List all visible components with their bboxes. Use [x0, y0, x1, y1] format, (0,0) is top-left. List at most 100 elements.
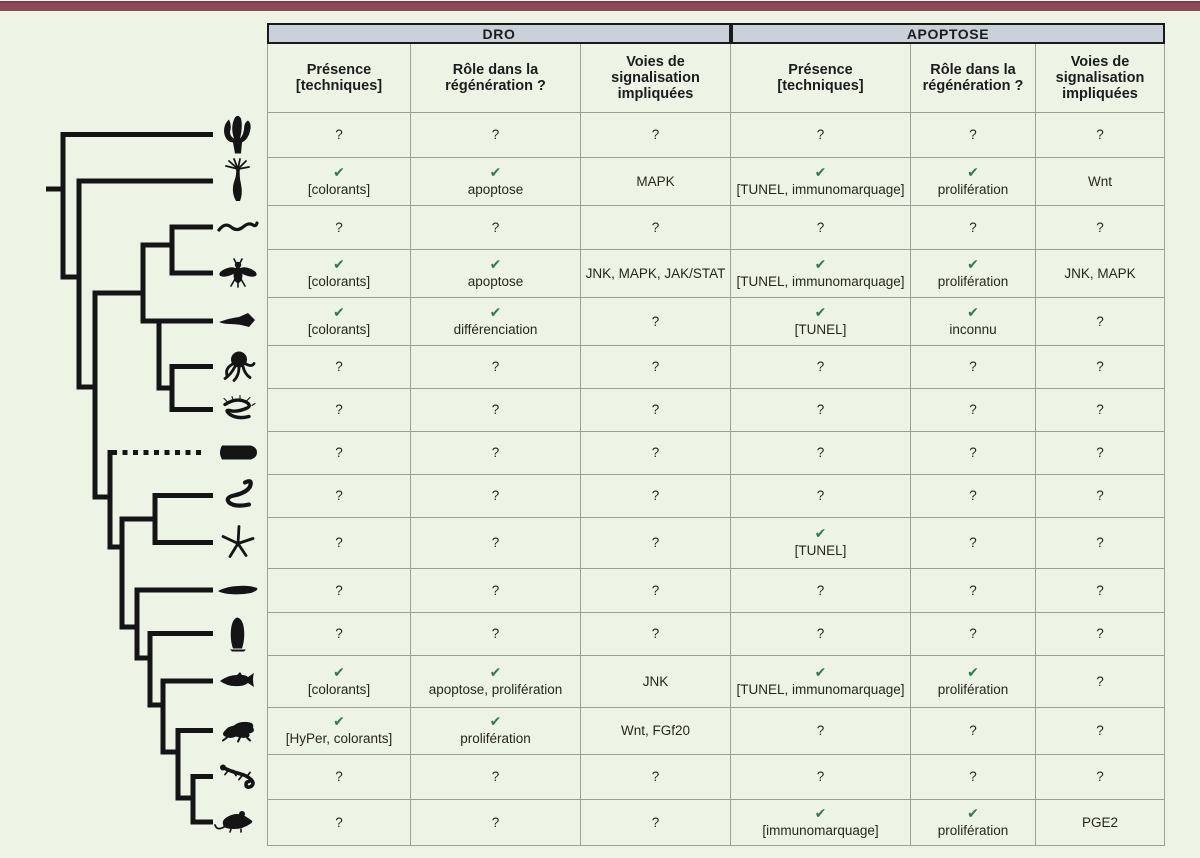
table-cell: ?: [581, 755, 731, 799]
table-body: ?????? ✔ [colorants] ✔ apoptose MAPK ✔ [TUNEL, …: [267, 112, 1165, 846]
cell-text: ?: [1096, 127, 1104, 143]
table-cell: ?: [911, 346, 1036, 388]
cell-text: ?: [969, 769, 977, 785]
table-cell: ?: [581, 613, 731, 655]
table-cell: ✔ apoptose, prolifération: [411, 656, 581, 707]
table-cell: ?: [1036, 389, 1165, 431]
cell-text: ?: [335, 626, 343, 642]
cell-text: ?: [1096, 402, 1104, 418]
cell-text: ?: [969, 127, 977, 143]
frog-icon: [222, 721, 254, 743]
acoel-icon: [220, 445, 257, 460]
annelid-icon: [223, 394, 256, 420]
table-cell: ?: [731, 708, 911, 754]
table-row: ✔ [colorants] ✔ apoptose MAPK ✔ [TUNEL, immuno…: [267, 157, 1165, 205]
cell-text: ?: [651, 769, 660, 785]
cell-text: apoptose: [467, 273, 524, 289]
cell-text: [TUNEL, immunomarquage]: [736, 181, 905, 197]
lancelet-icon: [218, 585, 258, 595]
table-cell: ✔ [HyPer, colorants]: [267, 708, 411, 754]
table-cell: ?: [581, 206, 731, 249]
table-row: ??????: [267, 388, 1165, 431]
table-cell: ?: [911, 708, 1036, 754]
table-cell: JNK: [581, 656, 731, 707]
check-icon: ✔: [814, 664, 827, 681]
table-cell: ?: [267, 755, 411, 799]
table-cell: ?: [1036, 113, 1165, 157]
sponge-icon: [224, 115, 251, 154]
table-cell: ?: [581, 800, 731, 845]
cell-text: ?: [491, 402, 500, 418]
cell-text: [colorants]: [307, 681, 371, 697]
check-icon: ✔: [814, 256, 827, 273]
table-cell: ✔ [colorants]: [267, 656, 411, 707]
table-cell: ?: [411, 113, 581, 157]
table-row: ✔ [colorants] ✔ apoptose, prolifération JNK ✔…: [267, 655, 1165, 707]
table-cell: ?: [267, 613, 411, 655]
cell-text: ?: [816, 488, 825, 504]
phylogenetic-tree: [46, 115, 259, 833]
cell-text: ?: [969, 219, 977, 235]
starfish-icon: [221, 525, 255, 558]
table-cell: ?: [581, 569, 731, 612]
cell-text: [TUNEL, immunomarquage]: [736, 273, 905, 289]
check-icon: ✔: [814, 805, 827, 822]
table-cell: ?: [911, 389, 1036, 431]
table-cell: ?: [731, 755, 911, 799]
cell-text: ?: [335, 769, 343, 785]
cell-text: ?: [651, 445, 660, 461]
table-cell: ?: [267, 432, 411, 474]
cell-text: ?: [651, 814, 660, 830]
table-cell: ✔ inconnu: [911, 298, 1036, 345]
species-silhouettes: [214, 115, 259, 833]
table-cell: ?: [411, 389, 581, 431]
figure-canvas: DRO APOPTOSE Présence [techniques] Rôle …: [0, 12, 1200, 858]
sub-header-voies-dro: Voies de signalisation impliquées: [581, 44, 731, 112]
sub-header-role-dro: Rôle dans la régénération ?: [411, 44, 581, 112]
table-cell: ?: [1036, 569, 1165, 612]
cell-text: apoptose: [467, 181, 524, 197]
table-cell: ✔ apoptose: [411, 250, 581, 297]
table-cell: ?: [267, 113, 411, 157]
table-cell: ?: [581, 298, 731, 345]
cell-text: ?: [491, 814, 500, 830]
table-cell: ?: [731, 432, 911, 474]
cell-text: prolifération: [460, 731, 531, 747]
cell-text: ?: [335, 445, 343, 461]
table-cell: ?: [731, 613, 911, 655]
cell-text: ?: [651, 402, 660, 418]
hydra-icon: [225, 158, 250, 201]
cell-text: ?: [651, 535, 660, 551]
table-cell: ?: [581, 113, 731, 157]
table-cell: ✔ [colorants]: [267, 298, 411, 345]
table-cell: ?: [911, 613, 1036, 655]
planarian-icon: [219, 313, 255, 327]
sub-header-role-apoptose: Rôle dans la régénération ?: [911, 44, 1036, 112]
check-icon: ✔: [333, 256, 345, 273]
cell-text: ?: [816, 723, 825, 739]
cell-text: prolifération: [937, 822, 1009, 838]
table-row: ??????: [267, 205, 1165, 249]
cell-text: ?: [491, 769, 500, 785]
cell-text: Wnt, FGf20: [620, 723, 691, 739]
cell-text: ?: [1096, 488, 1104, 504]
table-cell: ?: [267, 206, 411, 249]
cell-text: ?: [335, 535, 343, 551]
cell-text: ?: [816, 127, 825, 143]
table-cell: ?: [267, 346, 411, 388]
sub-header-voies-apoptose: Voies de signalisation impliquées: [1036, 44, 1165, 112]
cell-text: ?: [491, 488, 500, 504]
cell-text: ?: [1096, 535, 1104, 551]
check-icon: ✔: [967, 805, 979, 822]
table-cell: ?: [1036, 755, 1165, 799]
fly-icon: [219, 258, 257, 288]
table-cell: ?: [411, 346, 581, 388]
table-cell: ?: [581, 432, 731, 474]
table-cell: ?: [581, 346, 731, 388]
cell-text: [TUNEL, immunomarquage]: [736, 681, 905, 697]
table-cell: ✔ [TUNEL, immunomarquage]: [731, 158, 911, 205]
sub-header-row: Présence [techniques] Rôle dans la régén…: [267, 44, 1165, 112]
cell-text: ?: [491, 445, 500, 461]
check-icon: ✔: [489, 714, 502, 731]
tree-branches: [46, 132, 213, 825]
